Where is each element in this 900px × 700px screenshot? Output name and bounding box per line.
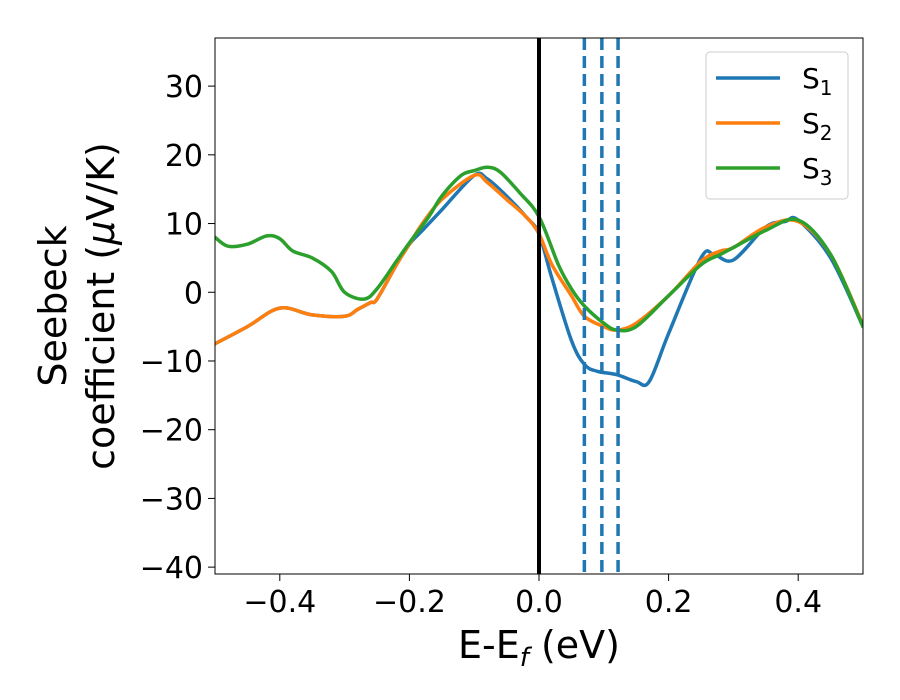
y-axis-title-line1: Seebeck (31, 225, 75, 386)
y-tick-label: 10 (165, 208, 203, 243)
legend-label-s2: S2 (802, 107, 833, 145)
series-line-s2 (215, 172, 863, 346)
y-tick-label: 20 (165, 139, 203, 174)
y-tick-label: −30 (140, 482, 203, 517)
x-tick-label: −0.2 (373, 585, 446, 620)
x-tick-label: 0.4 (774, 585, 822, 620)
series-line-s3 (215, 165, 863, 333)
legend-label-s1: S1 (802, 62, 833, 100)
y-tick-label: −10 (140, 345, 203, 380)
x-tick-label: −0.4 (243, 585, 316, 620)
x-tick-label: 0.2 (645, 585, 693, 620)
x-axis-ticks: −0.4 −0.2 0.0 0.2 0.4 (243, 574, 822, 620)
y-axis-ticks: −40 −30 −20 −10 0 10 20 30 (140, 70, 215, 586)
legend-box (705, 51, 849, 200)
x-tick-label: 0.0 (515, 585, 563, 620)
y-tick-label: 0 (184, 276, 203, 311)
y-axis-title: Seebeck coefficient (μV/K) (31, 142, 123, 470)
vline-layer (537, 38, 620, 574)
y-axis-title-line2: coefficient (μV/K) (79, 142, 123, 470)
y-tick-label: −20 (140, 414, 203, 449)
x-axis-title: E-Ef (eV) (458, 623, 620, 673)
legend-label-s3: S3 (802, 152, 833, 190)
legend: S1 S2 S3 (705, 51, 849, 200)
y-tick-label: −40 (140, 551, 203, 586)
y-tick-label: 30 (165, 70, 203, 105)
